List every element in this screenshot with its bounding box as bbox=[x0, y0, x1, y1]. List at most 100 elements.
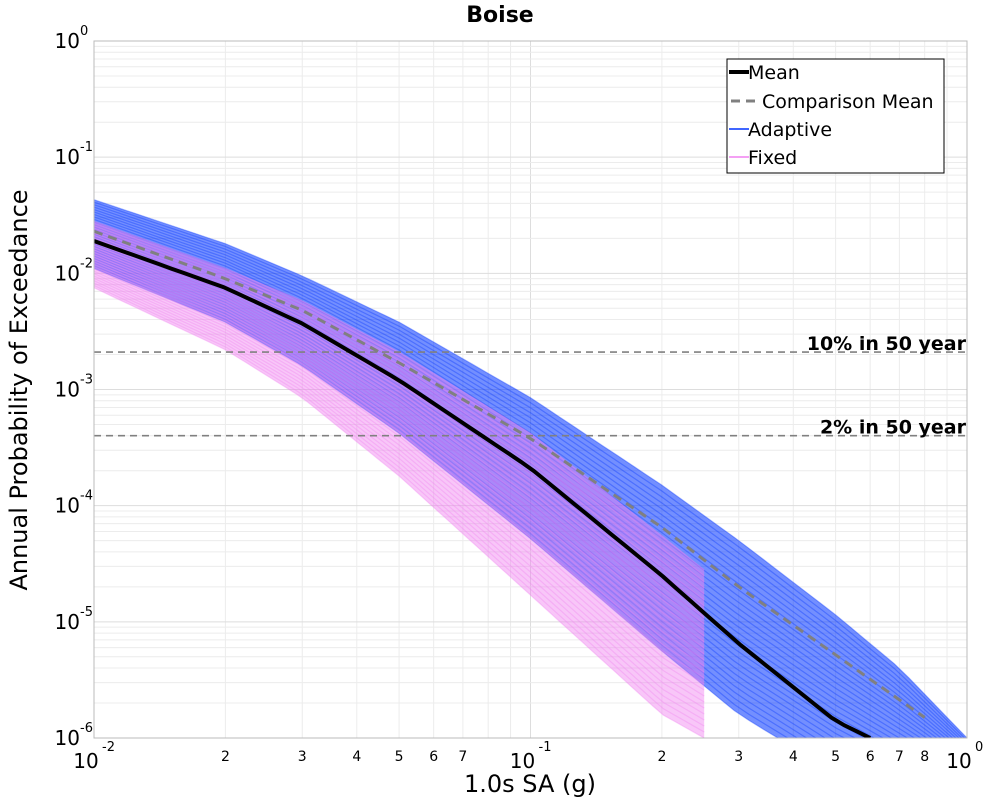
x-minor-tick-label: 4 bbox=[352, 749, 361, 765]
y-tick-label: 10 bbox=[55, 145, 80, 169]
adaptive-curve bbox=[94, 265, 789, 738]
y-tick-exponent: -2 bbox=[80, 256, 93, 271]
fixed-curve bbox=[94, 263, 705, 679]
adaptive-curve bbox=[94, 240, 885, 738]
adaptive-curve bbox=[94, 209, 957, 738]
adaptive-curve bbox=[94, 255, 827, 738]
x-minor-tick-label: 2 bbox=[657, 749, 666, 765]
y-tick-exponent: -3 bbox=[80, 373, 93, 388]
x-tick-exponent: -2 bbox=[102, 740, 115, 755]
x-tick-exponent: -1 bbox=[539, 740, 552, 755]
fixed-curve bbox=[94, 270, 705, 697]
y-tick-exponent: -1 bbox=[80, 140, 93, 155]
legend-label: Adaptive bbox=[748, 119, 832, 141]
x-axis-label: 1.0s SA (g) bbox=[464, 770, 596, 798]
x-tick-label: 10 bbox=[946, 749, 971, 773]
adaptive-curve bbox=[94, 206, 960, 738]
x-minor-tick-label: 5 bbox=[831, 749, 840, 765]
fixed-curve bbox=[94, 242, 705, 625]
x-minor-tick-label: 3 bbox=[734, 749, 743, 765]
fixed-curve bbox=[94, 232, 705, 601]
y-tick-label: 10 bbox=[55, 29, 80, 53]
y-tick-exponent: -4 bbox=[80, 489, 93, 504]
adaptive-curve bbox=[94, 204, 963, 738]
legend: Mean Comparison Mean Adaptive Fixed bbox=[726, 58, 945, 174]
adaptive-curve bbox=[94, 199, 967, 738]
fixed-curve bbox=[94, 251, 705, 649]
fixed-curve bbox=[94, 244, 705, 631]
reference-line-label: 10% in 50 year bbox=[807, 333, 967, 355]
legend-label: Fixed bbox=[748, 147, 797, 169]
fixed-curve bbox=[94, 268, 705, 691]
fixed-curve bbox=[94, 258, 705, 667]
reference-line-label: 2% in 50 year bbox=[820, 417, 967, 439]
legend-box bbox=[726, 58, 945, 174]
fixed-curve bbox=[94, 254, 705, 655]
chart-title: Boise bbox=[466, 3, 533, 28]
x-minor-tick-label: 7 bbox=[895, 749, 904, 765]
x-minor-tick-label: 8 bbox=[920, 749, 929, 765]
y-tick-label: 10 bbox=[55, 261, 80, 285]
x-minor-tick-label: 3 bbox=[298, 749, 307, 765]
adaptive-curve bbox=[94, 250, 846, 738]
x-tick-label: 10 bbox=[510, 749, 535, 773]
fixed-curve bbox=[94, 239, 705, 619]
fixed-curve bbox=[94, 284, 705, 733]
adaptive-curve bbox=[94, 211, 954, 738]
y-tick-label: 10 bbox=[55, 378, 80, 402]
x-minor-tick-label: 5 bbox=[395, 749, 404, 765]
adaptive-curve bbox=[94, 267, 780, 738]
fixed-curve bbox=[94, 273, 705, 703]
adaptive-curve bbox=[94, 248, 857, 738]
fixed-curve bbox=[94, 256, 705, 661]
adaptive-curve bbox=[94, 231, 916, 738]
comparison-mean-line bbox=[94, 229, 926, 719]
fixed-curve bbox=[94, 275, 705, 709]
adaptive-curve bbox=[94, 201, 966, 738]
y-tick-exponent: 0 bbox=[80, 24, 88, 39]
mean-series-group bbox=[94, 229, 926, 738]
x-minor-tick-label: 6 bbox=[866, 749, 875, 765]
fixed-curve bbox=[94, 277, 705, 715]
x-minor-tick-label: 4 bbox=[789, 749, 798, 765]
y-axis-label: Annual Probability of Exceedance bbox=[5, 189, 33, 590]
fixed-curve bbox=[94, 287, 705, 738]
adaptive-curve bbox=[94, 243, 876, 738]
fixed-curve bbox=[94, 223, 705, 577]
adaptive-curve bbox=[94, 263, 799, 738]
fixed-curve bbox=[94, 280, 705, 721]
plot-frame bbox=[93, 40, 968, 739]
fixed-band-fill bbox=[94, 221, 705, 738]
y-tick-label: 10 bbox=[55, 494, 80, 518]
fixed-curve bbox=[94, 225, 705, 583]
adaptive-curve bbox=[94, 226, 928, 738]
mean-line bbox=[94, 239, 872, 738]
x-tick-exponent: 0 bbox=[975, 740, 983, 755]
adaptive-curve bbox=[94, 213, 951, 738]
fixed-curve bbox=[94, 261, 705, 673]
fixed-curve bbox=[94, 246, 705, 637]
adaptive-curve bbox=[94, 245, 866, 738]
adaptive-curve bbox=[94, 223, 934, 738]
adaptive-curve bbox=[94, 221, 938, 738]
y-tick-label: 10 bbox=[55, 726, 80, 750]
y-tick-exponent: -5 bbox=[80, 605, 93, 620]
reference-lines-group: 10% in 50 year 2% in 50 year bbox=[94, 333, 967, 439]
legend-label: Comparison Mean bbox=[762, 91, 934, 113]
fixed-curve bbox=[94, 227, 705, 589]
x-minor-tick-label: 6 bbox=[429, 749, 438, 765]
adaptive-curve bbox=[94, 253, 836, 738]
legend-label: Mean bbox=[748, 62, 800, 84]
x-minor-tick-label: 7 bbox=[458, 749, 467, 765]
y-tick-label: 10 bbox=[55, 610, 80, 634]
x-minor-tick-label: 2 bbox=[221, 749, 230, 765]
x-tick-label: 10 bbox=[73, 749, 98, 773]
fixed-curve bbox=[94, 249, 705, 643]
fixed-curve bbox=[94, 282, 705, 727]
adaptive-curve bbox=[94, 258, 818, 738]
y-tick-exponent: -6 bbox=[80, 721, 93, 736]
adaptive-curve bbox=[94, 260, 808, 738]
